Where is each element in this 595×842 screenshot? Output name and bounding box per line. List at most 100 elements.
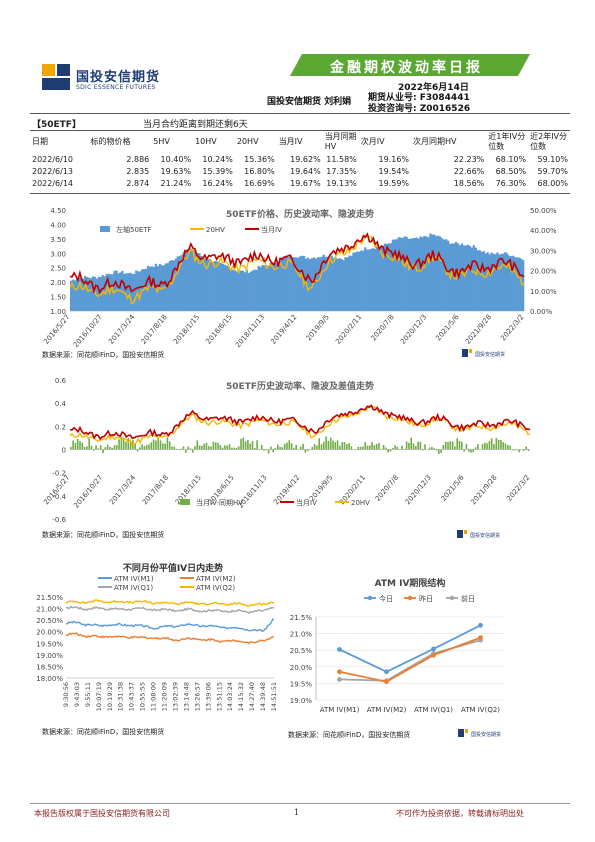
diff-bar [313, 444, 316, 450]
etf-price-bar [119, 272, 122, 311]
etf-price-bar [494, 254, 497, 311]
col-header: 标的物价格 [90, 137, 131, 146]
diff-bar [410, 437, 413, 450]
x-tick-label: 2022/3/2 [499, 313, 525, 342]
etf-price-bar [255, 269, 258, 311]
term-structure-point [431, 646, 436, 652]
etf-price-bar [411, 238, 414, 311]
diff-bar [81, 442, 84, 450]
etf-price-bar [377, 247, 381, 311]
etf-price-bar [486, 252, 489, 311]
etf-price-bar [81, 278, 85, 311]
diff-bar [164, 443, 166, 450]
x-tick-label: 2020/2/11 [334, 313, 363, 346]
table-cell: 2.835 [126, 166, 150, 176]
x-tick-label: 2021/9/28 [464, 313, 493, 346]
etf-price-bar [129, 272, 132, 311]
etf-price-bar [251, 270, 254, 311]
etf-price-bar [318, 257, 321, 311]
etf-price-bar [198, 253, 201, 311]
etf-price-bar [194, 251, 197, 311]
y-tick-label: 19.50% [36, 640, 63, 648]
table-cell: 18.56% [453, 178, 485, 188]
chart4-source: 数据来源：同花顺iFinD，国投安信期货 [288, 731, 411, 739]
etf-price-bar [464, 245, 468, 311]
etf-price-bar [439, 236, 442, 311]
divider [30, 113, 570, 114]
diff-bar [472, 449, 475, 453]
x-tick-label: 13:02:39 [171, 682, 179, 711]
etf-price-bar [117, 273, 120, 311]
etf-price-bar [433, 234, 436, 311]
diff-bar [277, 444, 279, 450]
table-cell: 59.10% [537, 154, 568, 164]
diff-bar [272, 449, 275, 453]
table-cell: 2022/6/13 [32, 166, 74, 176]
diff-bar [99, 445, 102, 450]
diff-bar [507, 445, 509, 450]
etf-price-bar [342, 260, 345, 311]
etf-price-bar [462, 245, 466, 311]
y-tick-label: 3.50 [50, 236, 66, 244]
diff-bar [125, 441, 127, 450]
watermark-logo-icon: 国投安信期货 [462, 349, 505, 358]
chart-title: 不同月份平值IV日内走势 [123, 562, 223, 574]
etf-price-bar [227, 267, 231, 311]
legend-label: 当月IV [261, 225, 282, 234]
diff-bar [417, 441, 419, 450]
diff-bar [412, 443, 415, 450]
term-structure-point [337, 669, 342, 675]
diff-bar [106, 444, 109, 450]
table-cell: 19.64% [290, 166, 321, 176]
etf-price-bar [338, 258, 341, 311]
legend-label: 前日 [461, 594, 475, 603]
etf-price-bar [182, 252, 185, 311]
diff-bar [168, 441, 171, 450]
etf-price-bar [421, 237, 424, 311]
etf-price-bar [210, 261, 213, 311]
y-tick-label: 21.5% [290, 614, 313, 622]
diff-bar [134, 443, 137, 450]
etf-price-bar [121, 270, 124, 311]
diff-bar [442, 445, 445, 450]
etf-price-bar [522, 260, 525, 311]
diff-bar [191, 449, 194, 453]
table-row: 2022/6/10 2.886 10.40% 10.24% 15.36% 19.62% 11… [30, 153, 570, 165]
etf-price-bar [263, 265, 266, 311]
etf-price-bar [324, 256, 327, 311]
diff-bar [150, 442, 153, 450]
x-tick-label: 14:51:51 [270, 682, 278, 711]
etf-price-bar [87, 277, 91, 311]
diff-bar [463, 449, 465, 452]
legend-label: ATM IV(Q2) [196, 584, 235, 592]
legend-label: ATM IV(Q1) [114, 584, 153, 592]
diff-bar [256, 440, 258, 450]
etf-price-bar [379, 246, 383, 311]
diff-bar [523, 449, 525, 451]
diff-bar [205, 442, 208, 450]
license-advisory: 投资咨询号: Z0016526 [368, 104, 471, 114]
etf-price-bar [137, 271, 140, 311]
legend-label: 当月IV-同期HV [196, 498, 243, 507]
diff-bar [484, 442, 486, 450]
etf-price-bar [460, 243, 464, 311]
col-header: 次月IV [360, 137, 385, 146]
diff-bar [251, 441, 254, 450]
col-header: 5HV [153, 137, 170, 146]
diff-bar [385, 447, 387, 450]
diff-bar [440, 449, 442, 453]
diff-bar [139, 447, 141, 450]
etf-price-bar [216, 261, 219, 311]
x-tick-label: 14:15:32 [237, 682, 245, 711]
intraday-atm-iv-chart: 21.50% 21.00% 20.50% 20.00% 19.50% 19.00% 18.5… [36, 562, 278, 711]
diff-bar [136, 449, 139, 452]
chart-title: 50ETF历史波动率、隐波及差值走势 [226, 380, 374, 392]
etf-price-bar [478, 250, 481, 311]
diff-bar [74, 442, 77, 450]
diff-bar [185, 449, 187, 453]
diff-bar [438, 449, 440, 454]
etf-price-bar [281, 257, 284, 311]
table-cell: 16.69% [244, 178, 275, 188]
etf-price-bar [476, 250, 479, 311]
diff-bar [113, 445, 116, 450]
